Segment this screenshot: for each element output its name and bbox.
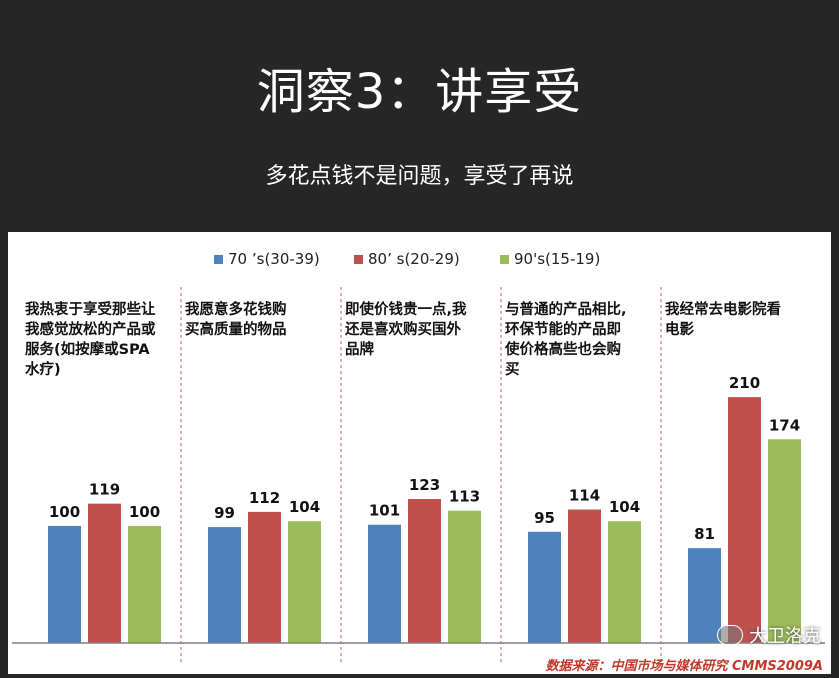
bar-value-label: 104	[289, 498, 320, 516]
bar-value-label: 100	[129, 503, 160, 521]
wechat-icon	[717, 625, 743, 645]
page-title: 洞察3：讲享受	[256, 64, 583, 120]
legend: 70 ’s(30-39) 80’ s(20-29) 90's(15-19)	[214, 250, 600, 268]
bar	[768, 439, 801, 643]
category-dividers	[180, 287, 662, 664]
header: 洞察3：讲享受 多花点钱不是问题，享受了再说	[0, 0, 839, 228]
bar	[728, 397, 761, 643]
bar	[88, 503, 121, 643]
bar	[688, 548, 721, 643]
bar-value-label: 101	[369, 502, 400, 520]
category-label: 我感觉放松的产品或	[25, 320, 156, 338]
watermark: 大卫洛克	[717, 622, 821, 648]
legend-label: 70 ’s(30-39)	[228, 250, 320, 268]
category-label: 我经常去电影院看	[665, 300, 781, 318]
bar-value-label: 123	[409, 476, 440, 494]
bar-value-label: 210	[729, 374, 760, 392]
category-label: 买	[505, 361, 520, 378]
bar-value-label: 104	[609, 498, 640, 516]
chart-panel: 70 ’s(30-39) 80’ s(20-29) 90's(15-19) 我热衷于…	[0, 228, 839, 674]
bar-value-label: 112	[249, 489, 280, 507]
category-label: 我愿意多花钱购	[185, 300, 287, 318]
category-label: 我热衷于享受那些让	[25, 300, 156, 318]
page-subtitle: 多花点钱不是问题，享受了再说	[265, 164, 574, 189]
bar-value-label: 114	[569, 487, 600, 505]
category-label: 电影	[665, 320, 694, 338]
bar-chart: 70 ’s(30-39) 80’ s(20-29) 90's(15-19) 我热衷于…	[12, 250, 825, 674]
bar	[608, 521, 641, 643]
bar	[448, 510, 481, 643]
bar	[288, 521, 321, 643]
legend-swatch	[500, 255, 509, 264]
bar-value-label: 174	[769, 416, 800, 434]
legend-swatch	[354, 255, 363, 264]
category-label: 水疗)	[25, 360, 61, 378]
category-label: 还是喜欢购买国外	[344, 320, 461, 338]
source-note: 数据来源：中国市场与媒体研究 CMMS2009A	[545, 658, 823, 674]
bar	[48, 525, 81, 643]
category-label: 买高质量的物品	[185, 320, 287, 338]
category-label: 品牌	[345, 340, 374, 358]
bar	[408, 498, 441, 643]
bar-value-label: 119	[89, 481, 120, 499]
category-label: 与普通的产品相比,	[505, 300, 627, 318]
bar-value-label: 81	[694, 525, 715, 543]
bars: 100 99 101 95 81 119 112 123 114 210 100 104 113 104 1…	[48, 374, 801, 643]
bar	[568, 509, 601, 643]
bar	[128, 525, 161, 643]
category-label: 即使价钱贵一点,我	[345, 300, 467, 318]
chart-area: 70 ’s(30-39) 80’ s(20-29) 90's(15-19) 我热衷于…	[8, 232, 831, 674]
legend-label: 80’ s(20-29)	[368, 250, 460, 268]
bar	[248, 511, 281, 643]
bar	[368, 524, 401, 643]
bar	[208, 527, 241, 643]
watermark-text: 大卫洛克	[749, 626, 821, 647]
category-label: 环保节能的产品即	[505, 320, 621, 338]
category-label: 使价格高些也会购	[504, 340, 621, 358]
legend-label: 90's(15-19)	[514, 250, 600, 268]
bar	[528, 531, 561, 643]
bar-value-label: 99	[214, 504, 235, 522]
legend-swatch	[214, 255, 223, 264]
bar-value-label: 113	[449, 488, 480, 506]
bar-value-label: 100	[49, 503, 80, 521]
bar-value-label: 95	[534, 509, 555, 527]
category-label: 服务(如按摩或SPA	[25, 340, 150, 358]
